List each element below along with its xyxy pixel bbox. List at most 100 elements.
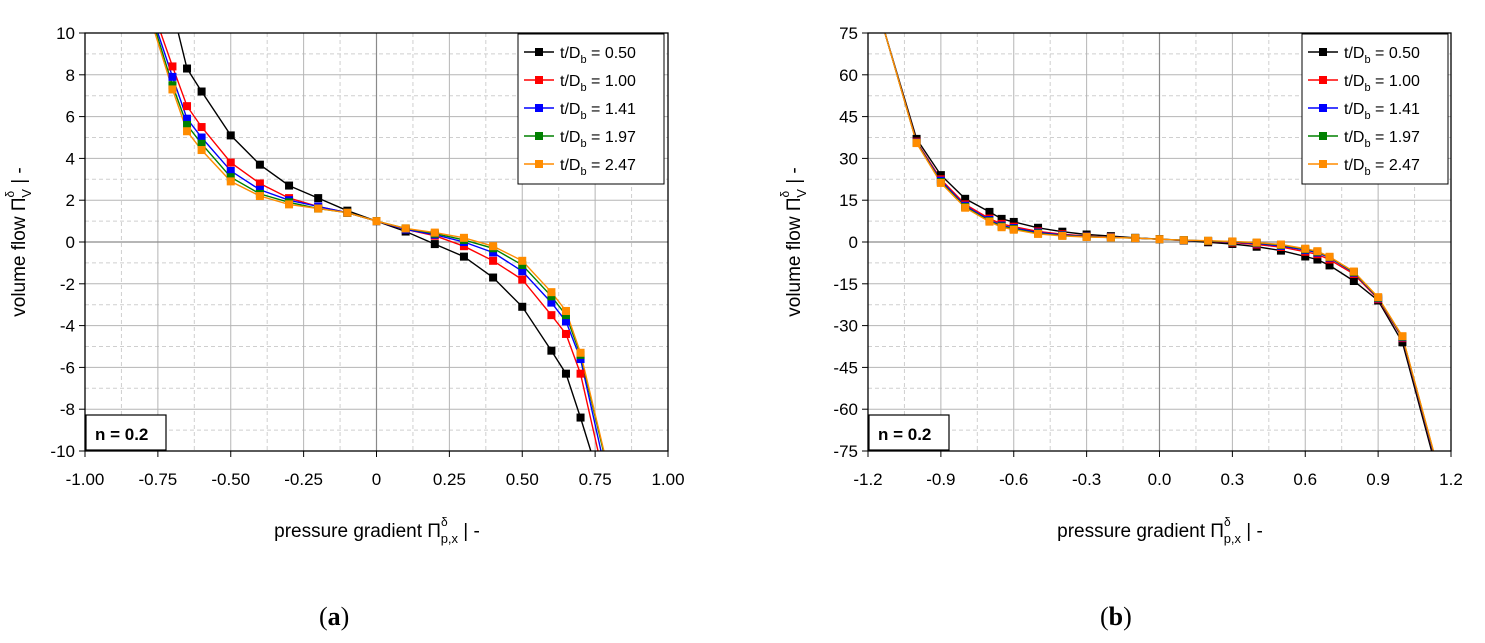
data-point — [1276, 240, 1285, 249]
data-point — [518, 275, 527, 284]
legend-marker-1 — [1319, 76, 1327, 84]
y-tick-label: 15 — [839, 191, 858, 210]
data-point — [576, 369, 585, 378]
y-tick-label: -10 — [50, 442, 75, 461]
data-point — [255, 185, 264, 194]
y-axis-label: volume flow Πδ V | - — [778, 167, 809, 317]
data-point — [518, 260, 527, 269]
data-point — [430, 240, 439, 249]
x-tick-label: -0.6 — [999, 470, 1028, 489]
data-point — [168, 81, 177, 90]
y-tick-label: 6 — [66, 108, 75, 127]
data-point — [1106, 233, 1115, 242]
x-tick-label: 0.6 — [1293, 470, 1317, 489]
data-point — [1204, 236, 1213, 245]
data-point — [936, 171, 945, 180]
x-tick-label: 0 — [372, 470, 381, 489]
data-point — [518, 267, 527, 276]
legend-marker-0 — [535, 48, 543, 56]
y-tick-label: 10 — [56, 24, 75, 43]
data-point — [226, 166, 235, 175]
caption-b: (b) — [1100, 602, 1132, 631]
data-point — [459, 233, 468, 242]
y-tick-label: -45 — [833, 358, 858, 377]
y-tick-label: -75 — [833, 442, 858, 461]
data-point — [1058, 231, 1067, 240]
y-tick-label: -8 — [60, 400, 75, 419]
data-point — [255, 160, 264, 169]
data-point — [547, 288, 556, 297]
annotation-text: n = 0.2 — [878, 425, 931, 444]
annotation-text: n = 0.2 — [95, 425, 148, 444]
data-point — [561, 329, 570, 338]
x-tick-label: -1.00 — [66, 470, 105, 489]
data-point — [1313, 255, 1322, 264]
data-point — [226, 158, 235, 167]
data-point — [1374, 293, 1383, 302]
data-point — [168, 85, 177, 94]
legend-label-4: t/Db = 2.47 — [560, 157, 636, 178]
data-point — [183, 114, 192, 123]
legend-label-2: t/Db = 1.41 — [1344, 101, 1420, 122]
data-point — [1252, 238, 1261, 247]
y-tick-label: -2 — [60, 275, 75, 294]
y-tick-label: 4 — [66, 149, 75, 168]
legend-marker-2 — [535, 104, 543, 112]
legend-label-3: t/Db = 1.97 — [1344, 129, 1420, 150]
caption-a: (a) — [319, 602, 350, 631]
data-point — [1398, 338, 1407, 347]
data-point — [285, 181, 294, 190]
x-axis-label: pressure gradient Πδ p,x | - — [1057, 515, 1263, 546]
data-point — [197, 123, 206, 132]
data-point — [547, 292, 556, 301]
legend-marker-1 — [535, 76, 543, 84]
data-point — [1398, 332, 1407, 341]
legend-marker-4 — [1319, 160, 1327, 168]
chart-panel-a: -1.00 -0.75 -0.50 -0.25 0 0.25 0.50 0.75 1.00 -10… — [3, 24, 685, 546]
legend-marker-3 — [535, 132, 543, 140]
x-tick-label: 0.9 — [1366, 470, 1390, 489]
caption-a-label: a — [327, 602, 341, 631]
data-point — [1349, 267, 1358, 276]
x-tick-label: 0.75 — [579, 470, 612, 489]
data-point — [547, 346, 556, 355]
y-tick-label: -15 — [833, 275, 858, 294]
data-point — [1179, 236, 1188, 245]
y-axis-label: volume flow Πδ V | - — [3, 167, 34, 317]
data-point — [226, 131, 235, 140]
data-point — [985, 207, 994, 216]
data-point — [936, 178, 945, 187]
chart-panel-b: -1.2 -0.9 -0.6 -0.3 0.0 0.3 0.6 0.9 1.2 -75 -60 -45… — [778, 24, 1463, 546]
y-tick-label: 60 — [839, 66, 858, 85]
data-point — [226, 177, 235, 186]
data-point — [168, 62, 177, 71]
x-tick-label: -0.9 — [926, 470, 955, 489]
data-point — [1301, 244, 1310, 253]
data-point — [197, 139, 206, 148]
data-point — [576, 355, 585, 364]
data-point — [183, 64, 192, 73]
data-point — [1325, 252, 1334, 261]
y-tick-label: -30 — [833, 317, 858, 336]
data-point — [489, 256, 498, 265]
data-point — [489, 242, 498, 251]
data-point — [226, 173, 235, 182]
legend-label-1: t/Db = 1.00 — [1344, 73, 1420, 94]
data-point — [961, 194, 970, 203]
legend: t/Db = 0.50 t/Db = 1.00 t/Db = 1.41 t/Db = … — [517, 33, 665, 185]
plot-frame — [867, 32, 1452, 452]
x-tick-label: -0.50 — [211, 470, 250, 489]
plot-area — [884, 33, 1435, 451]
y-tick-label: 45 — [839, 108, 858, 127]
data-point — [1009, 217, 1018, 226]
y-tick-label: -6 — [60, 358, 75, 377]
x-tick-label: -0.75 — [139, 470, 178, 489]
data-point — [197, 133, 206, 142]
data-point — [1155, 235, 1164, 244]
x-tick-label: 0.0 — [1148, 470, 1172, 489]
data-point — [1082, 232, 1091, 241]
data-point — [561, 317, 570, 326]
legend-label-0: t/Db = 0.50 — [560, 45, 636, 66]
data-point — [489, 248, 498, 257]
data-point — [255, 192, 264, 201]
